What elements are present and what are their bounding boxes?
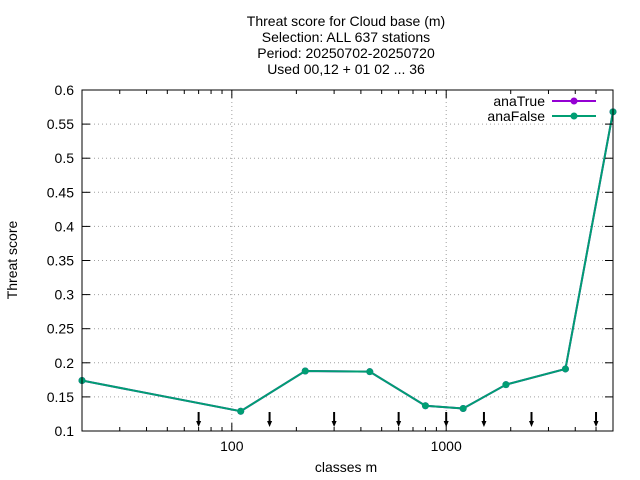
series-line: [81, 111, 614, 413]
class-marker-head: [481, 421, 487, 427]
data-point: [502, 381, 510, 389]
series-anaFalse: [78, 108, 617, 415]
legend-marker: [570, 112, 578, 120]
title-line-1: Threat score for Cloud base (m): [247, 13, 445, 29]
grid: [82, 90, 613, 431]
class-marker-head: [331, 421, 337, 427]
x-tick-label: 100: [220, 438, 244, 454]
data-point: [301, 367, 309, 375]
chart-title: Threat score for Cloud base (m) Selectio…: [247, 13, 445, 77]
y-tick-label: 0.3: [55, 287, 75, 303]
y-axis-label: Threat score: [4, 220, 20, 299]
data-point: [237, 407, 245, 415]
legend-label: anaFalse: [487, 108, 545, 124]
x-axis-label: classes m: [315, 459, 377, 475]
y-tick-label: 0.1: [55, 423, 75, 439]
x-tick-label: 1000: [431, 438, 462, 454]
legend-marker: [570, 97, 578, 105]
y-tick-label: 0.25: [47, 321, 74, 337]
title-line-3: Period: 20250702-20250720: [257, 45, 435, 61]
class-marker-head: [396, 421, 402, 427]
data-point: [459, 404, 467, 412]
class-marker-head: [528, 421, 534, 427]
y-tick-label: 0.45: [47, 184, 74, 200]
y-tick-label: 0.55: [47, 116, 74, 132]
data-point: [421, 402, 429, 410]
data-point: [561, 365, 569, 373]
series-anaTrue: [78, 108, 617, 415]
class-marker-head: [267, 421, 273, 427]
series-line: [81, 111, 614, 413]
legend-label: anaTrue: [493, 93, 545, 109]
y-tick-label: 0.15: [47, 389, 74, 405]
title-line-2: Selection: ALL 637 stations: [262, 29, 430, 45]
axis-ticks: 0.1 0.15 0.2 0.25 0.3 0.35 0.4 0.45 0.5 0.55 0.6 10…: [47, 82, 613, 454]
data-point: [366, 368, 374, 376]
y-tick-label: 0.6: [55, 82, 75, 98]
y-tick-label: 0.5: [55, 150, 75, 166]
title-line-4: Used 00,12 + 01 02 ... 36: [267, 61, 425, 77]
class-marker-head: [593, 421, 599, 427]
class-marker-head: [196, 421, 202, 427]
y-tick-label: 0.2: [55, 355, 75, 371]
y-tick-label: 0.4: [55, 218, 75, 234]
series-layer: [78, 108, 617, 415]
plot-frame: [81, 89, 614, 432]
y-tick-label: 0.35: [47, 253, 74, 269]
class-markers: [196, 412, 599, 427]
